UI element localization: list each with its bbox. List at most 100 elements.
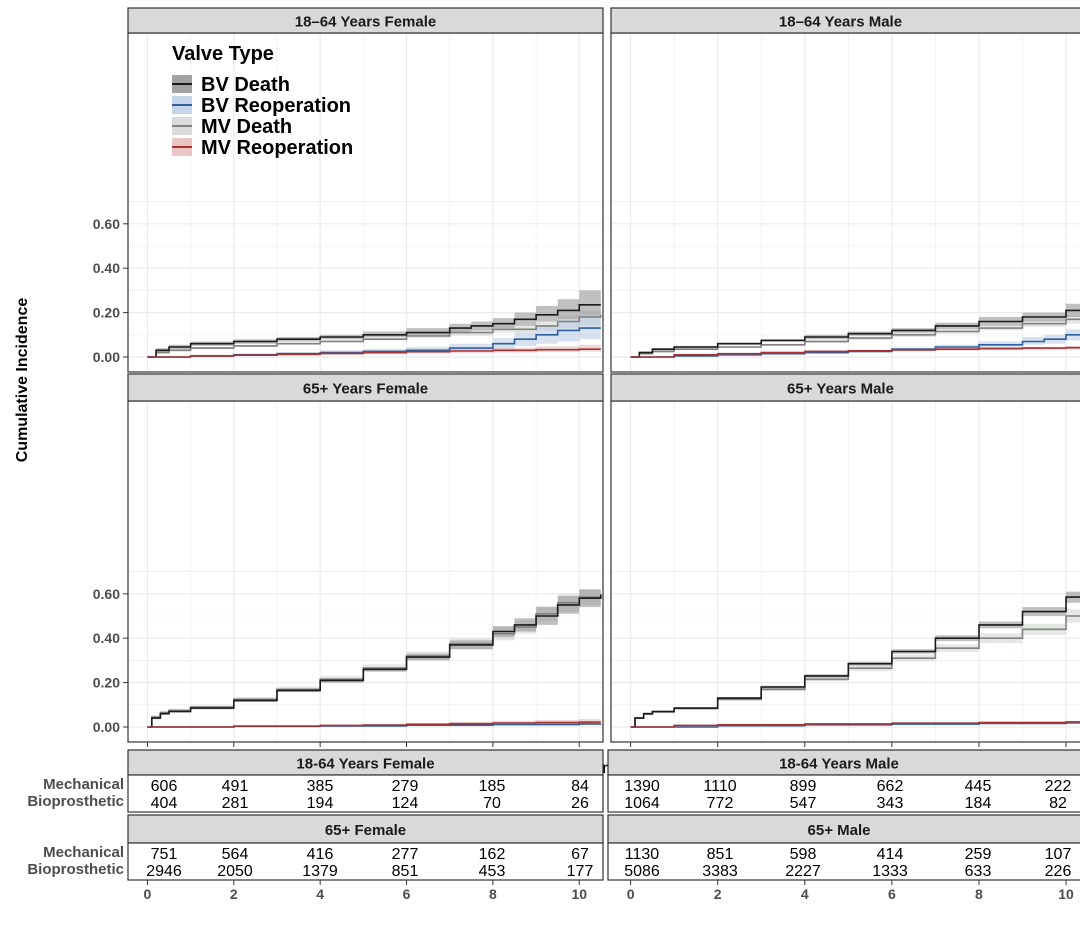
- risk-count: 633: [965, 863, 992, 880]
- risk-count: 177: [567, 863, 594, 880]
- ci-band: [147, 290, 601, 357]
- series-group: [147, 290, 602, 358]
- risk-count: 281: [222, 795, 249, 812]
- series-line: [630, 309, 1080, 358]
- y-tick-label: 0.20: [93, 675, 120, 691]
- risk-count: 185: [479, 778, 506, 795]
- legend-title: Valve Type: [172, 43, 274, 65]
- risk-count: 343: [877, 795, 904, 812]
- risk-x-tick-label: 4: [316, 886, 324, 902]
- risk-count: 404: [151, 795, 178, 812]
- risk-row-label: Bioprosthetic: [27, 861, 124, 878]
- risk-panel-strip: [607, 749, 1080, 776]
- risk-count: 2050: [217, 863, 253, 880]
- panel-strip: [610, 373, 1080, 402]
- panel: 18–64 Years Male: [610, 7, 1080, 373]
- risk-count: 1379: [302, 863, 338, 880]
- legend-label: MV Death: [201, 116, 292, 138]
- risk-count: 184: [965, 795, 992, 812]
- risk-x-tick-label: 4: [801, 886, 809, 902]
- risk-panel-body: [607, 842, 1080, 881]
- risk-count: 851: [392, 863, 419, 880]
- risk-count: 1130: [625, 846, 660, 863]
- series-line: [147, 304, 601, 358]
- risk-count: 414: [877, 846, 904, 863]
- series-line: [630, 721, 1080, 728]
- risk-count: 1064: [624, 795, 660, 812]
- risk-row-label: Mechanical: [43, 844, 124, 861]
- series-group: [630, 303, 1080, 358]
- risk-count: 124: [392, 795, 419, 812]
- risk-count: 70: [483, 795, 501, 812]
- risk-count: 385: [307, 778, 334, 795]
- risk-x-tick-label: 0: [627, 886, 635, 902]
- risk-count: 2227: [785, 863, 821, 880]
- y-tick-label: 0.40: [93, 260, 120, 276]
- y-tick-label: 0.40: [93, 630, 120, 646]
- risk-count: 751: [151, 846, 178, 863]
- risk-x-tick-label: 6: [888, 886, 896, 902]
- risk-x-tick-label: 8: [489, 886, 497, 902]
- risk-count: 899: [790, 778, 817, 795]
- risk-count: 277: [392, 846, 419, 863]
- risk-panel-title: 65+ Male: [808, 822, 871, 839]
- risk-panel-title: 18-64 Years Male: [779, 756, 899, 773]
- risk-panel: 65+ Female 751 564 416 277 162 67 Mechanical 294…: [27, 814, 604, 881]
- series-line: [147, 594, 602, 728]
- risk-table: Number at risk18-64 Years Female60649138…: [27, 749, 1080, 902]
- risk-count: 547: [790, 795, 817, 812]
- risk-count: 772: [707, 795, 734, 812]
- risk-count: 84: [571, 778, 589, 795]
- panel-title: 65+ Years Male: [787, 381, 894, 398]
- y-tick-label: 0.20: [93, 305, 120, 321]
- panel-title: 18–64 Years Male: [779, 14, 902, 31]
- panel-strip: [127, 373, 604, 402]
- risk-row-label: Bioprosthetic: [27, 793, 124, 810]
- risk-count: 162: [479, 846, 506, 863]
- risk-count: 416: [307, 846, 334, 863]
- risk-x-tick-label: 10: [571, 886, 587, 902]
- risk-panel-title: 18-64 Years Female: [296, 756, 434, 773]
- risk-x-tick-label: 10: [1058, 886, 1074, 902]
- risk-count: 2946: [146, 863, 182, 880]
- risk-panel-title: 65+ Female: [325, 822, 406, 839]
- panel: 65+ Years Male0246810: [610, 373, 1080, 764]
- risk-count: 82: [1049, 795, 1067, 812]
- series-line: [147, 721, 601, 728]
- legend-label: BV Reoperation: [201, 95, 351, 117]
- risk-count: 598: [790, 846, 817, 863]
- risk-panel-body: [127, 842, 604, 881]
- ci-band: [147, 314, 601, 357]
- risk-count: 26: [571, 795, 589, 812]
- risk-panel-strip: [607, 814, 1080, 844]
- y-tick-label: 0.00: [93, 719, 120, 735]
- risk-count: 606: [151, 778, 178, 795]
- risk-count: 662: [877, 778, 904, 795]
- panel-title: 18–64 Years Female: [295, 14, 437, 31]
- risk-count: 564: [222, 846, 249, 863]
- plot-area: [611, 33, 1080, 372]
- legend-label: BV Death: [201, 74, 290, 96]
- risk-count: 259: [965, 846, 992, 863]
- gridlines: [611, 33, 1080, 372]
- risk-x-tick-label: 8: [975, 886, 983, 902]
- ci-band: [147, 308, 601, 357]
- risk-count: 226: [1045, 863, 1072, 880]
- risk-count: 1110: [703, 778, 736, 795]
- y-tick-label: 0.00: [93, 349, 120, 365]
- series-line: [630, 596, 1080, 728]
- risk-x-tick-label: 0: [144, 886, 152, 902]
- panel-title: 65+ Years Female: [303, 381, 428, 398]
- risk-x-tick-label: 6: [403, 886, 411, 902]
- series-group: [147, 586, 602, 728]
- series-line: [630, 318, 1080, 358]
- legend-label: MV Reoperation: [201, 137, 353, 159]
- risk-panel: 65+ Male 1130 851 598 414 259 107 5086 3383 2227 1…: [607, 814, 1080, 881]
- risk-count: 5086: [624, 863, 660, 880]
- risk-count: 453: [479, 863, 506, 880]
- series-group: [630, 591, 1080, 728]
- risk-count: 491: [222, 778, 249, 795]
